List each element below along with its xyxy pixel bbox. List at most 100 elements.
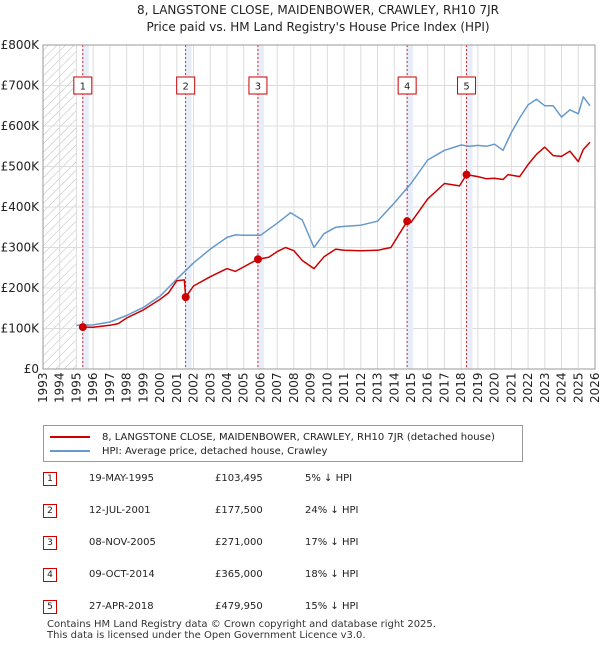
sale-date: 19-MAY-1995 [89, 473, 155, 484]
x-tick-label: 2006 [253, 372, 267, 403]
x-tick-label: 2019 [471, 372, 485, 403]
legend-item-hpi: HPI: Average price, detached house, Craw… [50, 444, 516, 458]
sale-point [181, 293, 190, 302]
legend: 8, LANGSTONE CLOSE, MAIDENBOWER, CRAWLEY… [43, 425, 523, 462]
sale-hpi-diff: 17% ↓ HPI [305, 537, 359, 548]
sale-price: £103,495 [215, 473, 263, 484]
sale-date: 09-OCT-2014 [89, 569, 155, 580]
legend-swatch-red [50, 436, 90, 438]
x-tick-label: 2026 [588, 372, 600, 403]
sale-band [81, 45, 89, 369]
sale-price: £177,500 [215, 505, 263, 516]
y-tick-label: £500K [1, 160, 41, 174]
sale-band [406, 45, 414, 369]
legend-label-hpi: HPI: Average price, detached house, Craw… [102, 445, 328, 457]
sale-number-box [397, 76, 417, 95]
sale-number-label: 5 [463, 82, 469, 93]
sale-number-label: 4 [404, 82, 410, 93]
x-tick-label: 2017 [437, 372, 451, 403]
sale-point [78, 323, 87, 332]
sale-row-5: 5 27-APR-2018 £479,950 15% ↓ HPI [43, 598, 443, 618]
x-tick-label: 2024 [555, 372, 569, 403]
x-tick-label: 2023 [538, 372, 552, 403]
sale-marker-number: 1 [43, 472, 57, 486]
sale-price: £271,000 [215, 537, 263, 548]
legend-item-property: 8, LANGSTONE CLOSE, MAIDENBOWER, CRAWLEY… [50, 430, 516, 444]
x-tick-label: 2002 [187, 372, 201, 403]
plot-frame [42, 44, 596, 370]
y-tick-label: £400K [1, 200, 41, 214]
sale-row-1: 1 19-MAY-1995 £103,495 5% ↓ HPI [43, 470, 443, 490]
x-tick-label: 2008 [287, 372, 301, 403]
sale-marker-number: 5 [43, 600, 57, 614]
sale-band [184, 45, 192, 369]
chart-subtitle: Price paid vs. HM Land Registry's House … [146, 20, 489, 34]
x-tick-label: 2012 [354, 372, 368, 403]
sale-number-box [176, 76, 196, 95]
x-tick-label: 1999 [136, 372, 150, 403]
sale-band [256, 45, 264, 369]
x-tick-label: 1996 [86, 372, 100, 403]
sale-hpi-diff: 24% ↓ HPI [305, 505, 359, 516]
sale-marker-number: 4 [43, 568, 57, 582]
legend-swatch-blue [50, 450, 90, 452]
sale-number-label: 1 [80, 82, 86, 93]
x-tick-label: 2013 [371, 372, 385, 403]
x-tick-label: 1993 [36, 372, 50, 403]
x-tick-label: 2015 [404, 372, 418, 403]
y-tick-label: £800K [1, 38, 41, 52]
x-tick-label: 2014 [387, 372, 401, 403]
x-tick-label: 2004 [220, 372, 234, 403]
legend-label-property: 8, LANGSTONE CLOSE, MAIDENBOWER, CRAWLEY… [102, 431, 495, 443]
sale-hpi-diff: 18% ↓ HPI [305, 569, 359, 580]
x-tick-label: 2020 [488, 372, 502, 403]
sale-number-box [248, 76, 268, 95]
y-tick-label: £100K [1, 322, 41, 336]
x-tick-label: 1997 [103, 372, 117, 403]
y-tick-label: £300K [1, 241, 41, 255]
x-tick-label: 2022 [521, 372, 535, 403]
sale-hpi-diff: 15% ↓ HPI [305, 601, 359, 612]
footer-line-1: Contains HM Land Registry data © Crown c… [47, 619, 436, 630]
x-tick-label: 2005 [237, 372, 251, 403]
sale-number-box [457, 76, 477, 95]
series-line-property [82, 141, 591, 329]
x-tick-label: 2003 [203, 372, 217, 403]
x-tick-label: 2009 [304, 372, 318, 403]
sale-row-4: 4 09-OCT-2014 £365,000 18% ↓ HPI [43, 566, 443, 586]
x-tick-label: 2016 [421, 372, 435, 403]
plot-area: £0 £100K £200K £300K £400K £500K £600K £700K £80… [1, 38, 600, 403]
x-tick-label: 2001 [170, 372, 184, 403]
footer-line-2: This data is licensed under the Open Gov… [47, 630, 366, 641]
sale-date: 08-NOV-2005 [89, 537, 156, 548]
y-tick-label: £600K [1, 119, 41, 133]
x-tick-label: 1998 [120, 372, 134, 403]
sale-point [462, 170, 471, 179]
sale-date: 12-JUL-2001 [89, 505, 151, 516]
y-tick-label: £700K [1, 79, 41, 93]
series-line-hpi [76, 96, 591, 327]
x-tick-label: 2000 [153, 372, 167, 403]
sale-price: £365,000 [215, 569, 263, 580]
x-tick-label: 2021 [504, 372, 518, 403]
sale-number-box [73, 76, 93, 95]
sale-number-label: 2 [182, 82, 188, 93]
footer-attribution: Contains HM Land Registry data © Crown c… [47, 619, 436, 641]
x-tick-label: 1994 [53, 372, 67, 403]
y-tick-label: £0 [24, 362, 39, 376]
sale-hpi-diff: 5% ↓ HPI [305, 473, 353, 484]
x-tick-label: 2011 [337, 372, 351, 403]
chart-title: 8, LANGSTONE CLOSE, MAIDENBOWER, CRAWLEY… [137, 3, 499, 17]
sale-point [253, 255, 262, 264]
sale-marker-number: 2 [43, 504, 57, 518]
price-chart: 8, LANGSTONE CLOSE, MAIDENBOWER, CRAWLEY… [1, 3, 600, 403]
sale-date: 27-APR-2018 [89, 601, 154, 612]
x-tick-label: 2025 [571, 372, 585, 403]
x-tick-label: 2010 [320, 372, 334, 403]
y-tick-label: £200K [1, 281, 41, 295]
sale-point [403, 217, 412, 226]
x-tick-label: 2007 [270, 372, 284, 403]
sale-row-3: 3 08-NOV-2005 £271,000 17% ↓ HPI [43, 534, 443, 554]
sale-marker-number: 3 [43, 536, 57, 550]
sale-number-label: 3 [255, 82, 261, 93]
